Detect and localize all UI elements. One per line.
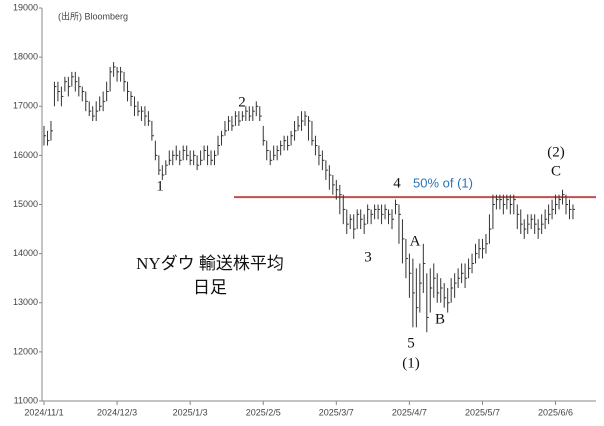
annotation: 3 [364, 249, 372, 265]
annotation: 50% of (1) [413, 175, 473, 190]
source: (出所) Bloomberg [58, 10, 128, 21]
annotation: 5 [407, 335, 415, 351]
x-tick-label: 2025/4/7 [392, 407, 427, 417]
chart-title: NYダウ 輸送株平均 [136, 254, 284, 273]
annotation: (1) [402, 355, 420, 371]
annotation: 1 [156, 178, 164, 194]
annotation: 2 [238, 94, 246, 110]
annotation: (2) [547, 144, 565, 160]
y-tick-label: 11000 [14, 395, 38, 405]
y-tick-label: 14000 [13, 248, 38, 258]
y-tick-label: 15000 [13, 199, 38, 209]
chart-subtitle: 日足 [193, 278, 227, 297]
annotation: B [435, 311, 445, 327]
x-tick-label: 2025/1/3 [173, 407, 208, 417]
x-tick-label: 2024/12/3 [97, 407, 137, 417]
y-tick-label: 18000 [13, 52, 38, 62]
x-tick-label: 2025/3/7 [319, 407, 354, 417]
y-tick-label: 16000 [13, 150, 38, 160]
y-tick-label: 17000 [13, 101, 38, 111]
annotation: A [410, 233, 421, 249]
annotation: C [551, 163, 561, 179]
x-tick-label: 2025/6/6 [538, 407, 573, 417]
x-tick-label: 2025/2/5 [246, 407, 281, 417]
x-tick-label: 2024/11/1 [24, 407, 63, 417]
y-tick-label: 13000 [13, 297, 38, 307]
annotation: 4 [393, 175, 401, 191]
y-tick-label: 12000 [13, 346, 38, 356]
y-tick-label: 19000 [13, 2, 38, 12]
x-tick-label: 2025/5/7 [465, 407, 500, 417]
